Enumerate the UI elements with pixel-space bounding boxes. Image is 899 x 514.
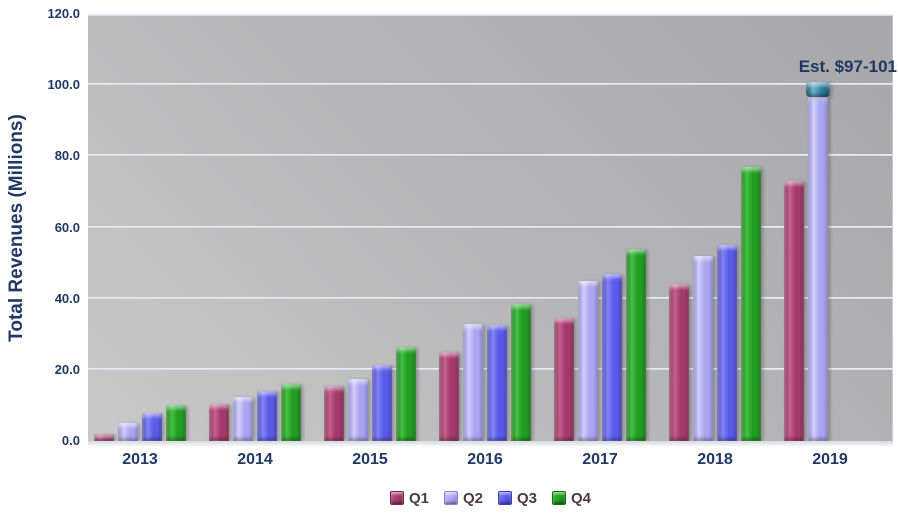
x-axis-labels: 2013 2014 2015 2016 2017 2018 2019 xyxy=(0,451,899,471)
bar-2018-Q1 xyxy=(669,284,689,441)
bar-2013-Q3 xyxy=(142,412,162,441)
bar-2016-Q3 xyxy=(487,325,507,441)
legend-swatch-q1-icon xyxy=(389,491,404,505)
bar-2016-Q1 xyxy=(439,352,459,441)
legend-label-q3: Q3 xyxy=(517,489,538,507)
bar-2017-Q2 xyxy=(578,280,598,441)
y-tick-label: 0.0 xyxy=(61,433,80,448)
bar-2015-Q3 xyxy=(372,364,392,441)
x-axis-label-2014: 2014 xyxy=(237,451,273,468)
y-tick-label: 40.0 xyxy=(54,290,80,306)
bar-2013-Q4 xyxy=(166,405,186,441)
legend-swatch-q3-icon xyxy=(498,491,512,505)
bar-2013-Q2 xyxy=(118,423,138,441)
chart-floor xyxy=(88,441,893,446)
bar-2013-Q1 xyxy=(94,433,114,441)
legend-label-q1: Q1 xyxy=(408,489,429,507)
y-tick-label: 80.0 xyxy=(54,148,80,164)
bar-2015-Q2 xyxy=(348,378,368,441)
bar-2015-Q1 xyxy=(324,385,344,441)
estimate-annotation: Est. $97-101 xyxy=(798,57,897,76)
bar-2014-Q1 xyxy=(209,403,229,441)
bar-2019-Q1 xyxy=(784,181,804,441)
legend: Q1 Q2 Q3 Q4 xyxy=(88,487,893,509)
x-axis-label-2019: 2019 xyxy=(812,451,848,468)
y-tick-label: 20.0 xyxy=(54,361,80,377)
legend-item-q1: Q1 xyxy=(389,489,429,507)
legend-item-q4: Q4 xyxy=(552,490,591,507)
y-tick-label: 100.0 xyxy=(47,77,80,93)
y-tick-label: 120.0 xyxy=(47,6,80,21)
legend-item-q2: Q2 xyxy=(443,489,483,507)
legend-swatch-q4-icon xyxy=(552,491,567,505)
bar-2017-Q4 xyxy=(626,248,646,441)
legend-swatch-q2-icon xyxy=(443,491,458,505)
bar-2018-Q2 xyxy=(693,255,713,441)
gridline-80 xyxy=(88,154,893,157)
gridline-120 xyxy=(88,14,893,16)
x-axis-label-2015: 2015 xyxy=(352,451,388,468)
x-axis-label-2016: 2016 xyxy=(467,451,503,468)
gridline-40 xyxy=(88,296,893,299)
bar-2014-Q3 xyxy=(257,391,277,441)
x-axis-label-2017: 2017 xyxy=(582,451,618,468)
bar-2016-Q4 xyxy=(511,304,531,441)
gridline-60 xyxy=(88,225,893,228)
legend-label-q4: Q4 xyxy=(571,489,592,507)
x-axis-label-2018: 2018 xyxy=(697,451,733,468)
legend-item-q3: Q3 xyxy=(498,490,537,507)
bar-2014-Q2 xyxy=(233,396,253,441)
bar-2018-Q4 xyxy=(741,167,761,441)
bar-2017-Q3 xyxy=(602,273,622,441)
bar-2019-Q2 xyxy=(808,95,828,441)
legend-label-q2: Q2 xyxy=(462,489,483,507)
bar-2014-Q4 xyxy=(281,384,301,441)
bar-2016-Q2 xyxy=(463,323,483,441)
plot-area: Est. $97-101 xyxy=(88,14,897,441)
bar-2015-Q4 xyxy=(396,346,416,441)
x-axis-label-2013: 2013 xyxy=(122,451,158,468)
gridline-100 xyxy=(88,83,893,86)
estimate-range-cap xyxy=(806,81,830,97)
y-tick-label: 60.0 xyxy=(54,219,80,235)
bar-2018-Q3 xyxy=(717,245,737,441)
bar-2017-Q1 xyxy=(554,318,574,441)
